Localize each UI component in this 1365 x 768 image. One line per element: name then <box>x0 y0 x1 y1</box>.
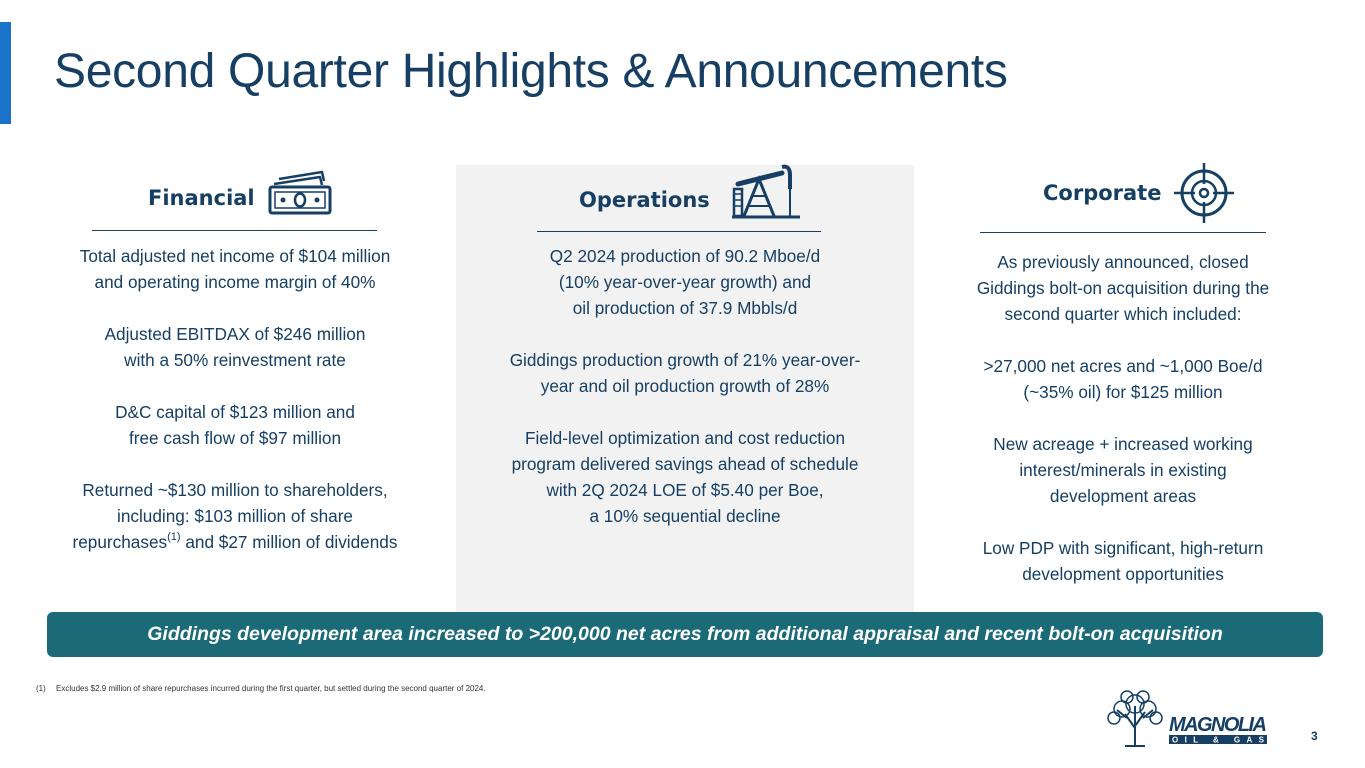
accent-bar <box>0 22 11 124</box>
financial-paragraph: Adjusted EBITDAX of $246 million with a … <box>40 321 430 373</box>
text-line: New acreage + increased working <box>993 434 1253 454</box>
footnote-ref: (1) <box>167 531 181 544</box>
text-line: repurchases <box>72 532 168 552</box>
corporate-heading: Corporate <box>1043 181 1162 205</box>
banner-text: Giddings development area increased to >… <box>147 623 1223 645</box>
text-line: with a 50% reinvestment rate <box>124 350 346 370</box>
footnote: (1) Excludes $2.9 million of share repurc… <box>36 684 486 693</box>
operations-paragraph: Field-level optimization and cost reduct… <box>466 425 904 529</box>
financial-body: Total adjusted net income of $104 millio… <box>40 243 430 581</box>
text-line: Giddings production growth of 21% year-o… <box>509 350 861 370</box>
corporate-paragraph: >27,000 net acres and ~1,000 Boe/d (~35%… <box>928 353 1318 405</box>
text-line: Giddings bolt-on acquisition during the <box>976 278 1270 298</box>
operations-body: Q2 2024 production of 90.2 Mboe/d (10% y… <box>466 243 904 555</box>
financial-paragraph: D&C capital of $123 million and free cas… <box>40 399 430 451</box>
text-line: Adjusted EBITDAX of $246 million <box>104 324 366 344</box>
corporate-paragraph: Low PDP with significant, high-return de… <box>928 535 1318 587</box>
logo-subtitle: OIL & GAS <box>1172 736 1265 745</box>
text-line: year and oil production growth of 28% <box>540 376 830 396</box>
corporate-divider <box>980 232 1266 233</box>
text-line: oil production of 37.9 Mbbls/d <box>572 298 798 318</box>
text-line: D&C capital of $123 million and <box>115 402 355 422</box>
footnote-marker: (1) <box>36 684 46 693</box>
text-line: free cash flow of $97 million <box>128 428 342 448</box>
text-line: development opportunities <box>1022 564 1224 584</box>
text-line: with 2Q 2024 LOE of $5.40 per Boe, <box>546 480 824 500</box>
text-line: Field-level optimization and cost reduct… <box>524 428 846 448</box>
page-number: 3 <box>1311 729 1318 743</box>
operations-heading: Operations <box>579 188 710 212</box>
money-icon <box>268 170 332 215</box>
text-line: and operating income margin of 40% <box>94 272 376 292</box>
corporate-body: As previously announced, closed Giddings… <box>928 249 1318 613</box>
text-line: As previously announced, closed <box>997 252 1249 272</box>
text-line: Low PDP with significant, high-return <box>982 538 1264 558</box>
financial-heading: Financial <box>148 186 255 210</box>
target-icon <box>1174 163 1234 223</box>
financial-divider <box>92 230 377 231</box>
footnote-text: Excludes $2.9 million of share repurchas… <box>56 684 486 693</box>
text-line: Returned ~$130 million to shareholders, <box>82 480 388 500</box>
financial-paragraph: Returned ~$130 million to shareholders, … <box>40 477 430 555</box>
text-line: a 10% sequential decline <box>589 506 781 526</box>
corporate-paragraph: As previously announced, closed Giddings… <box>928 249 1318 327</box>
text-line: (10% year-over-year growth) and <box>558 272 812 292</box>
highlight-banner: Giddings development area increased to >… <box>47 612 1323 657</box>
magnolia-logo: MAGNOLIA OIL & GAS <box>1107 690 1267 747</box>
operations-background <box>456 165 914 615</box>
corporate-paragraph: New acreage + increased working interest… <box>928 431 1318 509</box>
text-line: development areas <box>1049 486 1197 506</box>
financial-paragraph: Total adjusted net income of $104 millio… <box>40 243 430 295</box>
text-line: >27,000 net acres and ~1,000 Boe/d <box>983 356 1263 376</box>
text-line: interest/minerals in existing <box>1019 460 1227 480</box>
operations-paragraph: Giddings production growth of 21% year-o… <box>466 347 904 399</box>
page-title: Second Quarter Highlights & Announcement… <box>54 45 1008 98</box>
text-line: Q2 2024 production of 90.2 Mboe/d <box>549 246 821 266</box>
logo-wordmark: MAGNOLIA <box>1169 714 1267 736</box>
operations-paragraph: Q2 2024 production of 90.2 Mboe/d (10% y… <box>466 243 904 321</box>
operations-divider <box>537 231 821 232</box>
text-line: including: $103 million of share <box>117 506 353 526</box>
text-line: second quarter which included: <box>1004 304 1242 324</box>
pumpjack-icon <box>732 164 800 219</box>
tree-icon <box>1107 690 1163 747</box>
text-line: (~35% oil) for $125 million <box>1023 382 1223 402</box>
text-line: and $27 million of dividends <box>180 532 398 552</box>
text-line: Total adjusted net income of $104 millio… <box>79 246 391 266</box>
text-line: program delivered savings ahead of sched… <box>511 454 859 474</box>
